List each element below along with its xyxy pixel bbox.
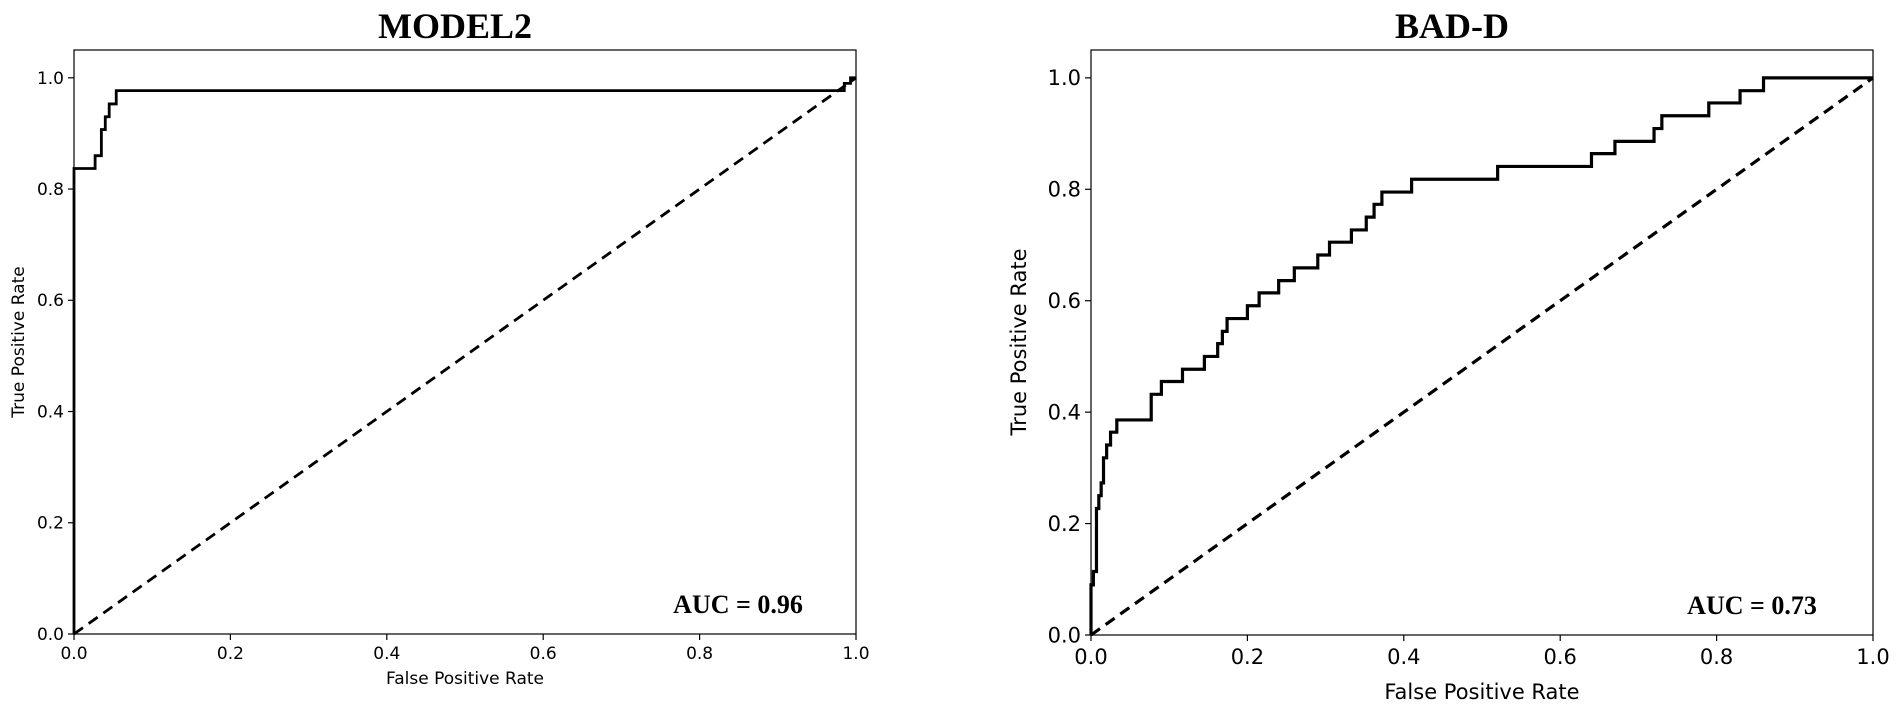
y-tick-label: 0.2: [1048, 512, 1081, 536]
y-tick-label: 1.0: [1048, 66, 1081, 90]
plot-frame: [73, 49, 857, 635]
axis-ticks: 0.0 0.2 0.4 0.6 0.8 1.0 0.0 0.2 0.4 0.6 0.8 1.0: [37, 69, 870, 664]
x-tick-label: 0.6: [530, 644, 557, 664]
y-axis-label: True Positive Rate: [9, 266, 29, 418]
x-tick-label: 0.4: [373, 644, 400, 664]
x-tick-label: 0.2: [1231, 645, 1264, 669]
x-tick-label: 0.0: [60, 644, 87, 664]
x-tick-label: 0.8: [686, 644, 713, 664]
auc-annotation: AUC = 0.96: [673, 590, 803, 619]
chart-title: MODEL2: [378, 6, 532, 46]
y-tick-label: 0.0: [37, 625, 64, 645]
x-tick-label: 0.4: [1387, 645, 1420, 669]
chart-bad-d: BAD-D 0.0 0.2 0.4 0.6 0.8 1.0 0.0 0.2 0.4 0.6 0.8 1…: [1007, 6, 1890, 704]
chance-line: [1090, 76, 1874, 637]
roc-curve: [72, 76, 856, 634]
series-lines: [1089, 76, 1874, 637]
y-tick-label: 0.4: [37, 402, 64, 422]
series-lines: [72, 76, 857, 636]
x-tick-label: 0.0: [1074, 645, 1107, 669]
y-tick-label: 0.0: [1048, 623, 1081, 647]
axis-ticks: 0.0 0.2 0.4 0.6 0.8 1.0 0.0 0.2 0.4 0.6 0.8 1.0: [1048, 66, 1890, 669]
x-tick-label: 1.0: [842, 644, 869, 664]
x-tick-label: 0.2: [217, 644, 244, 664]
plot-frame: [1090, 49, 1874, 636]
y-tick-label: 0.8: [37, 180, 64, 200]
chart-title: BAD-D: [1395, 6, 1509, 46]
y-tick-label: 0.8: [1048, 178, 1081, 202]
y-tick-label: 1.0: [37, 69, 64, 89]
roc-curve: [1089, 76, 1873, 635]
chance-line: [73, 76, 857, 636]
y-tick-label: 0.6: [1048, 289, 1081, 313]
auc-annotation: AUC = 0.73: [1687, 591, 1817, 620]
x-tick-label: 0.6: [1543, 645, 1576, 669]
x-axis-label: False Positive Rate: [1384, 680, 1579, 704]
y-tick-label: 0.4: [1048, 400, 1081, 424]
y-tick-label: 0.2: [37, 514, 64, 534]
chart-model2: MODEL2 0.0 0.2 0.4 0.6 0.8 1.0 0.0 0.2 0.4 0.6 0.8…: [9, 6, 870, 689]
y-axis-label: True Positive Rate: [1007, 248, 1031, 436]
x-tick-label: 0.8: [1700, 645, 1733, 669]
x-axis-label: False Positive Rate: [386, 669, 544, 689]
x-tick-label: 1.0: [1856, 645, 1889, 669]
y-tick-label: 0.6: [37, 291, 64, 311]
